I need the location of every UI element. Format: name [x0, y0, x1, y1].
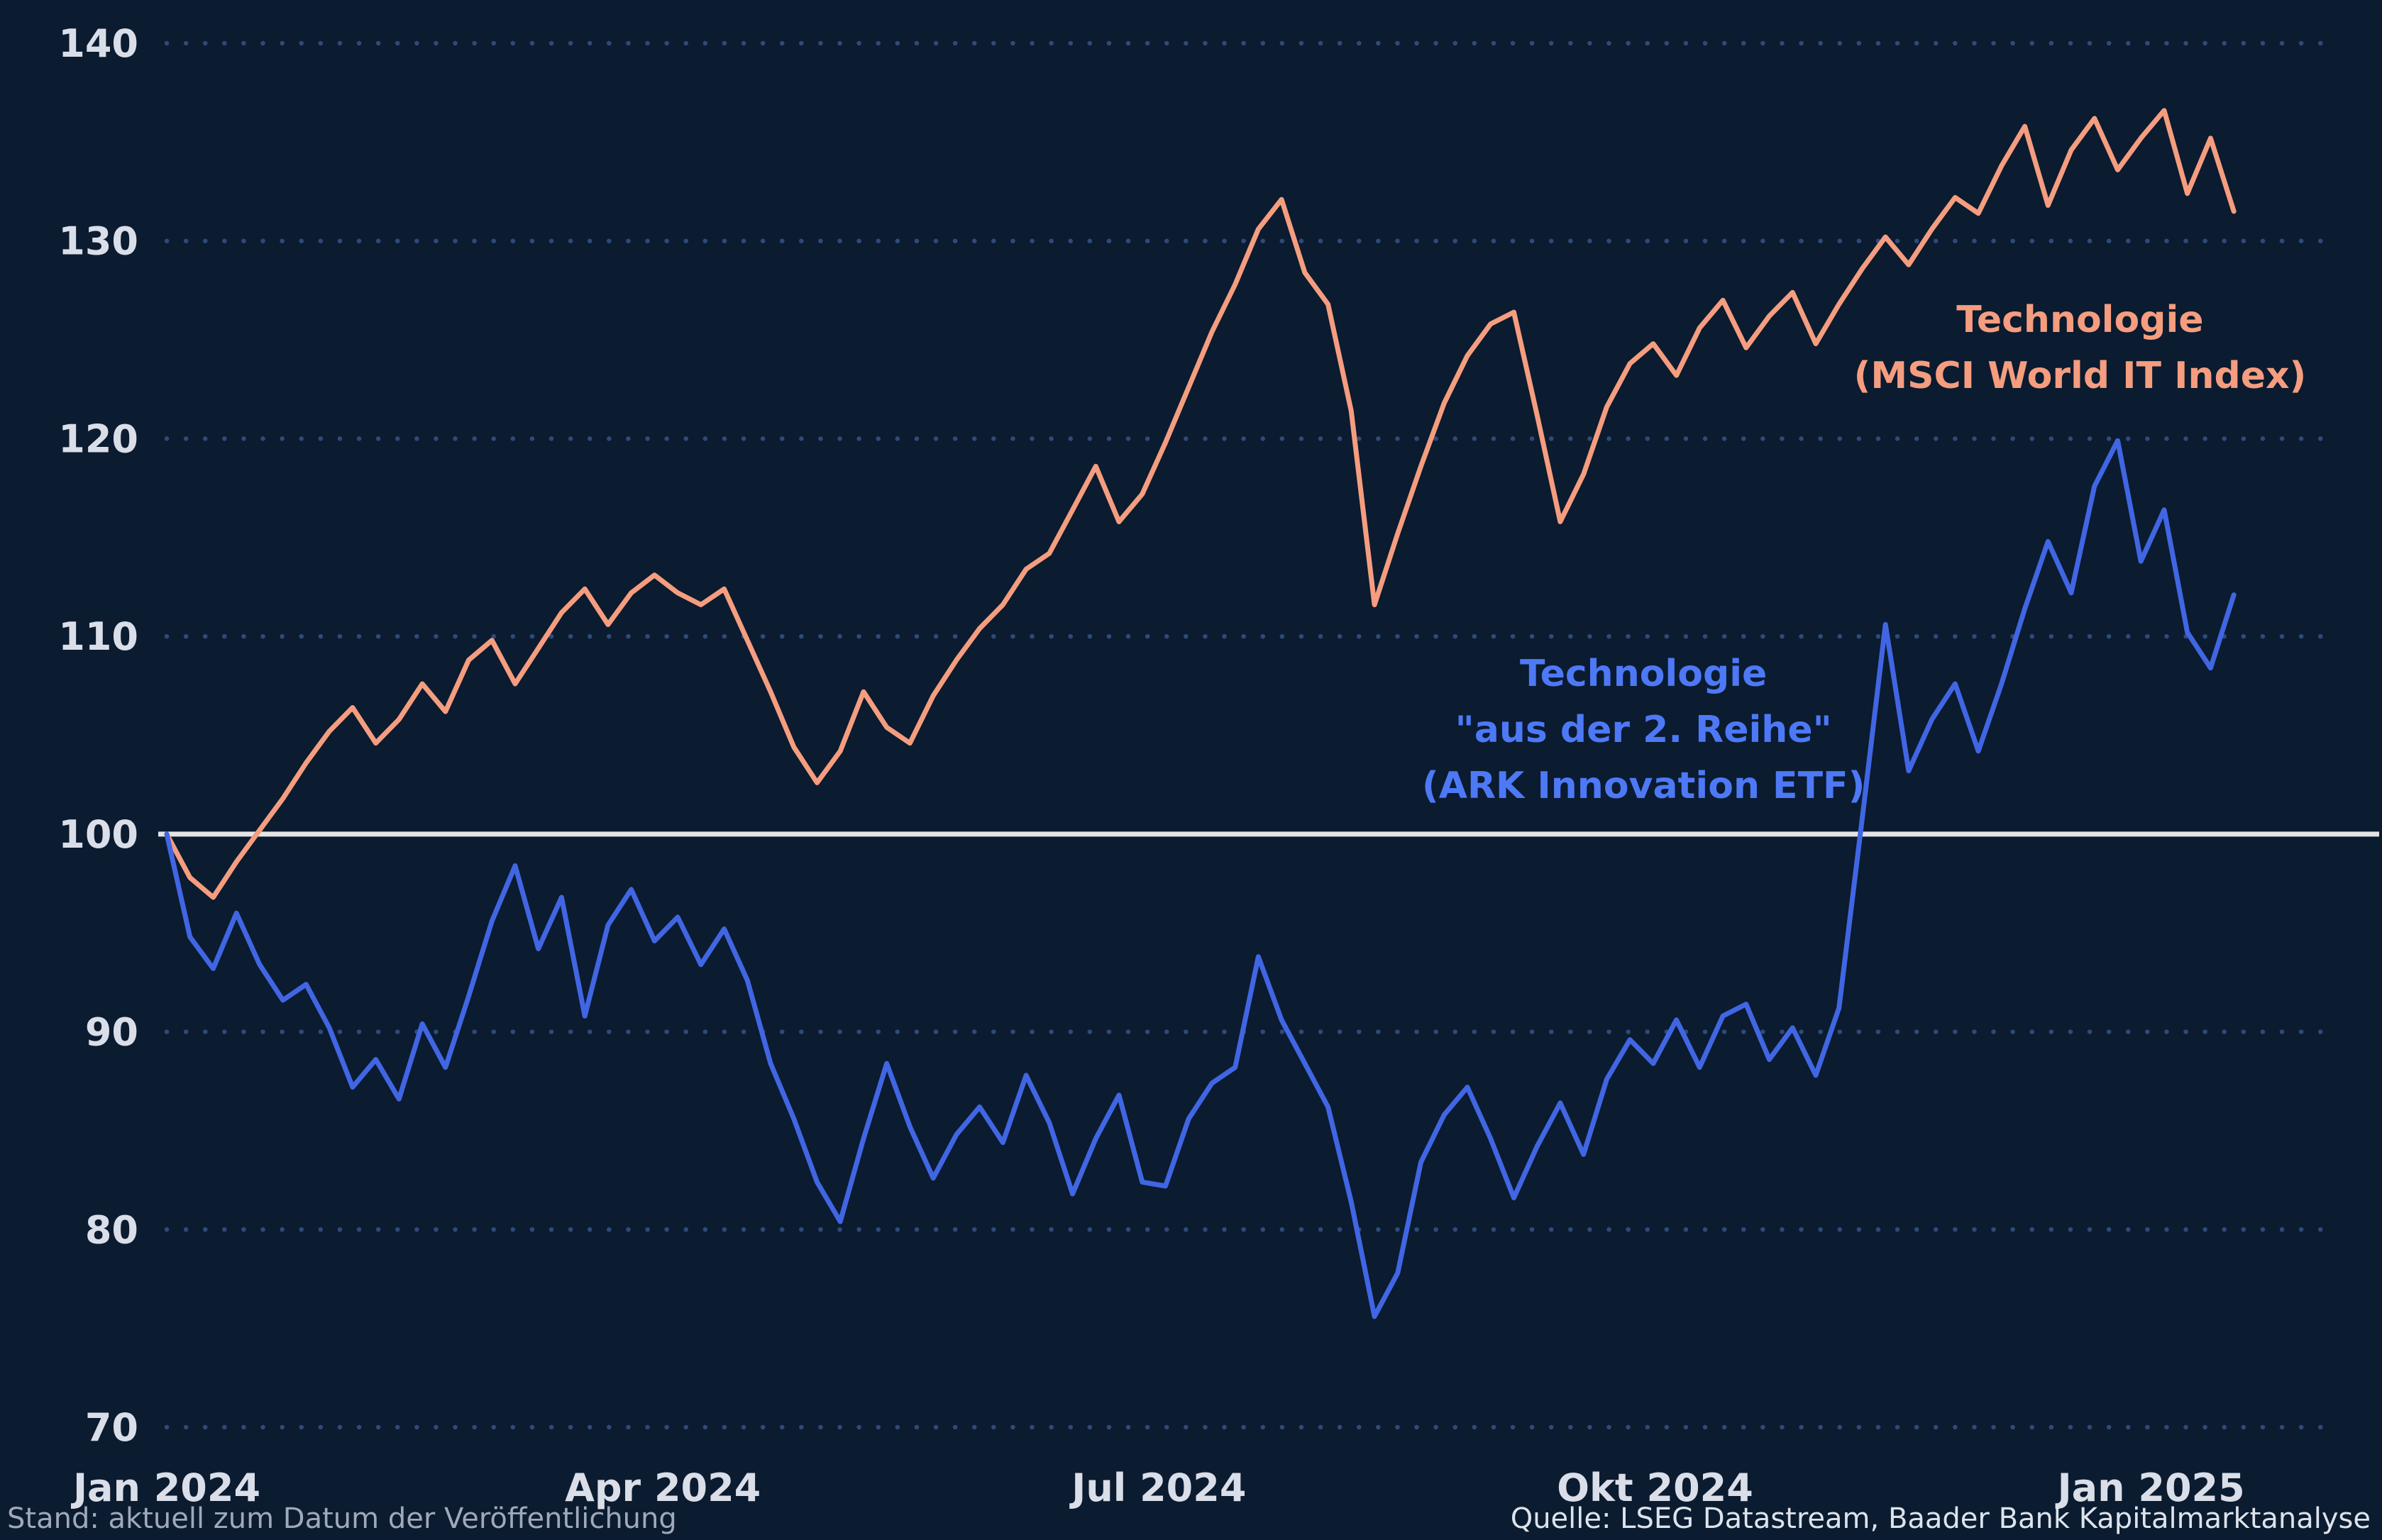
series-label-msci-line-2: (MSCI World IT Index) — [1854, 355, 2307, 397]
series-label-msci-line-1: Technologie — [1956, 299, 2203, 341]
series-label-ark-line-1: Technologie — [1520, 653, 1767, 695]
series-label-ark-line-3: (ARK Innovation ETF) — [1422, 765, 1865, 807]
y-tick-label-100: 100 — [58, 812, 138, 857]
x-tick-label-jan-2025: Jan 2025 — [2055, 1466, 2245, 1510]
x-tick-label-apr-2024: Apr 2024 — [565, 1466, 761, 1510]
series-line-msci — [164, 108, 2237, 900]
y-tick-label-90: 90 — [85, 1010, 138, 1055]
x-tick-label-jan-2024: Jan 2024 — [70, 1466, 260, 1510]
y-tick-label-140: 140 — [58, 21, 138, 66]
footer-source: Quelle: LSEG Datastream, Baader Bank Kap… — [1510, 1502, 2371, 1535]
x-tick-label-okt-2024: Okt 2024 — [1557, 1466, 1753, 1510]
x-tick-label-jul-2024: Jul 2024 — [1069, 1466, 1246, 1510]
y-tick-label-130: 130 — [58, 219, 138, 264]
y-tick-label-70: 70 — [85, 1405, 138, 1450]
series-line-ark — [164, 438, 2237, 1319]
y-tick-label-120: 120 — [58, 416, 138, 461]
y-tick-label-80: 80 — [85, 1207, 138, 1252]
y-tick-label-110: 110 — [58, 614, 138, 659]
footer-note-stand: Stand: aktuell zum Datum der Veröffentli… — [7, 1502, 677, 1535]
series-label-ark-line-2: "aus der 2. Reihe" — [1455, 709, 1832, 751]
